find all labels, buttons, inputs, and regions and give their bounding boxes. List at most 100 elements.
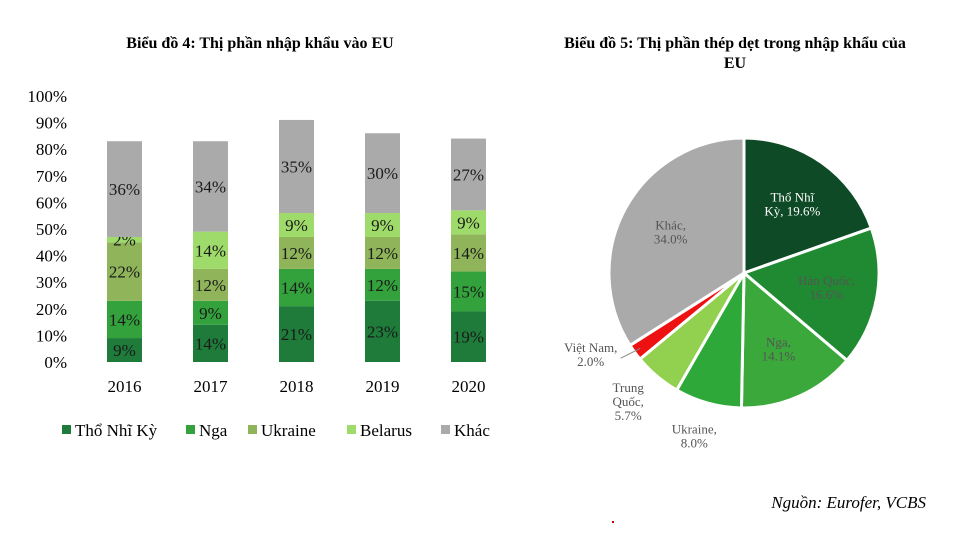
y-tick-label: 60% <box>36 193 67 212</box>
legend-label: Khác <box>454 421 490 440</box>
bar-value-label: 12% <box>367 244 398 263</box>
bar-value-label: 14% <box>195 334 226 353</box>
bar-segment <box>107 300 142 339</box>
legend-label: Belarus <box>360 421 412 440</box>
y-tick-label: 40% <box>36 247 67 266</box>
x-tick-label: 2018 <box>280 377 314 396</box>
pie-slice-label: 16.6% <box>810 287 844 302</box>
y-tick-label: 30% <box>36 273 67 292</box>
bar-value-label: 14% <box>195 241 226 260</box>
bar-value-label: 21% <box>281 325 312 344</box>
pie-slice-label: Việt Nam, <box>564 340 617 355</box>
legend-label: Ukraine <box>261 421 316 440</box>
bar-segment <box>365 300 400 362</box>
bar-segment <box>365 213 400 237</box>
pie-slice-label: 14.1% <box>762 348 796 363</box>
y-tick-label: 10% <box>36 326 67 345</box>
bar-value-label: 14% <box>109 310 140 329</box>
bar-value-label: 9% <box>285 216 308 235</box>
pie-slice-label: Ukraine, <box>672 422 717 437</box>
pie-slice-label: Khác, <box>655 218 686 233</box>
bar-value-label: 9% <box>457 213 480 232</box>
bar-chart-title: Biểu đồ 4: Thị phần nhập khẩu vào EU <box>126 35 394 52</box>
bar-value-label: 12% <box>281 244 312 263</box>
bar-value-label: 14% <box>281 279 312 298</box>
bar-value-label: 9% <box>199 304 222 323</box>
bar-value-label: 22% <box>109 263 140 282</box>
bar-segment <box>451 271 486 312</box>
bar-segment <box>279 268 314 307</box>
pie-slice-label: Kỳ, 19.6% <box>764 204 820 219</box>
bar-value-label: 19% <box>453 328 484 347</box>
y-tick-label: 90% <box>36 114 67 133</box>
y-tick-label: 0% <box>44 353 67 372</box>
pie-chart-title: Biểu đồ 5: Thị phần thép dẹt trong nhập … <box>564 35 906 72</box>
x-tick-label: 2016 <box>108 377 142 396</box>
pie-slice-label: 34.0% <box>654 232 688 247</box>
bar-segment <box>365 268 400 301</box>
pie-slice-label: Thổ Nhĩ <box>770 190 814 205</box>
legend-swatch <box>248 425 257 434</box>
pie-slice <box>607 136 746 348</box>
x-tick-label: 2019 <box>366 377 400 396</box>
bar-value-label: 12% <box>195 276 226 295</box>
bar-segment <box>193 141 228 232</box>
bar-segment <box>107 338 142 362</box>
y-tick-label: 50% <box>36 220 67 239</box>
bar-value-label: 9% <box>371 216 394 235</box>
legend-swatch <box>347 425 356 434</box>
legend-label: Nga <box>199 421 228 440</box>
y-tick-label: 20% <box>36 300 67 319</box>
bar-value-label: 30% <box>367 164 398 183</box>
source-note: Nguồn: Eurofer, VCBS <box>771 493 926 512</box>
bar-value-label: 15% <box>453 283 484 302</box>
bar-segment <box>365 236 400 269</box>
bar-segment <box>279 236 314 269</box>
bar-value-label: 35% <box>281 157 312 176</box>
pie-slice <box>739 269 850 410</box>
pie-slice-label: 8.0% <box>681 436 708 451</box>
bar-segment <box>451 138 486 211</box>
pie-slice-label: Trung <box>613 380 645 395</box>
pie-slice <box>741 226 881 363</box>
bar-segment <box>451 234 486 272</box>
bar-segment <box>107 242 142 301</box>
bar-segment <box>451 210 486 235</box>
pie-slice-label: Quốc, <box>612 394 643 409</box>
bar-segment <box>279 306 314 362</box>
bar-value-label: 34% <box>195 177 226 196</box>
pie-slice-label: 2.0% <box>577 354 604 369</box>
bar-segment <box>279 213 314 237</box>
x-tick-label: 2020 <box>452 377 486 396</box>
bar-segment <box>107 141 142 237</box>
pie-slice-label: 5.7% <box>615 408 642 423</box>
bar-value-label: 9% <box>113 341 136 360</box>
pie-slice-label: Nga, <box>766 334 791 349</box>
bar-value-label: 36% <box>109 180 140 199</box>
bar-segment <box>365 133 400 214</box>
bar-segment <box>193 300 228 325</box>
bar-segment <box>451 311 486 362</box>
bar-segment <box>279 119 314 214</box>
legend-swatch <box>186 425 195 434</box>
y-tick-label: 80% <box>36 140 67 159</box>
y-tick-label: 70% <box>36 167 67 186</box>
bar-segment <box>107 236 142 243</box>
bar-value-label: 12% <box>367 276 398 295</box>
bar-segment <box>193 324 228 362</box>
bar-value-label: 14% <box>453 244 484 263</box>
stray-mark <box>612 521 614 523</box>
y-tick-label: 100% <box>27 87 67 106</box>
leader-line <box>620 347 641 359</box>
bar-segment <box>193 268 228 301</box>
legend-label: Thổ Nhĩ Kỳ <box>75 421 158 440</box>
bar-segment <box>193 231 228 269</box>
legend-swatch <box>62 425 71 434</box>
bar-value-label: 23% <box>367 322 398 341</box>
pie-slice-label: Hàn Quốc, <box>798 273 854 288</box>
legend-swatch <box>441 425 450 434</box>
bar-value-label: 27% <box>453 165 484 184</box>
x-tick-label: 2017 <box>194 377 229 396</box>
